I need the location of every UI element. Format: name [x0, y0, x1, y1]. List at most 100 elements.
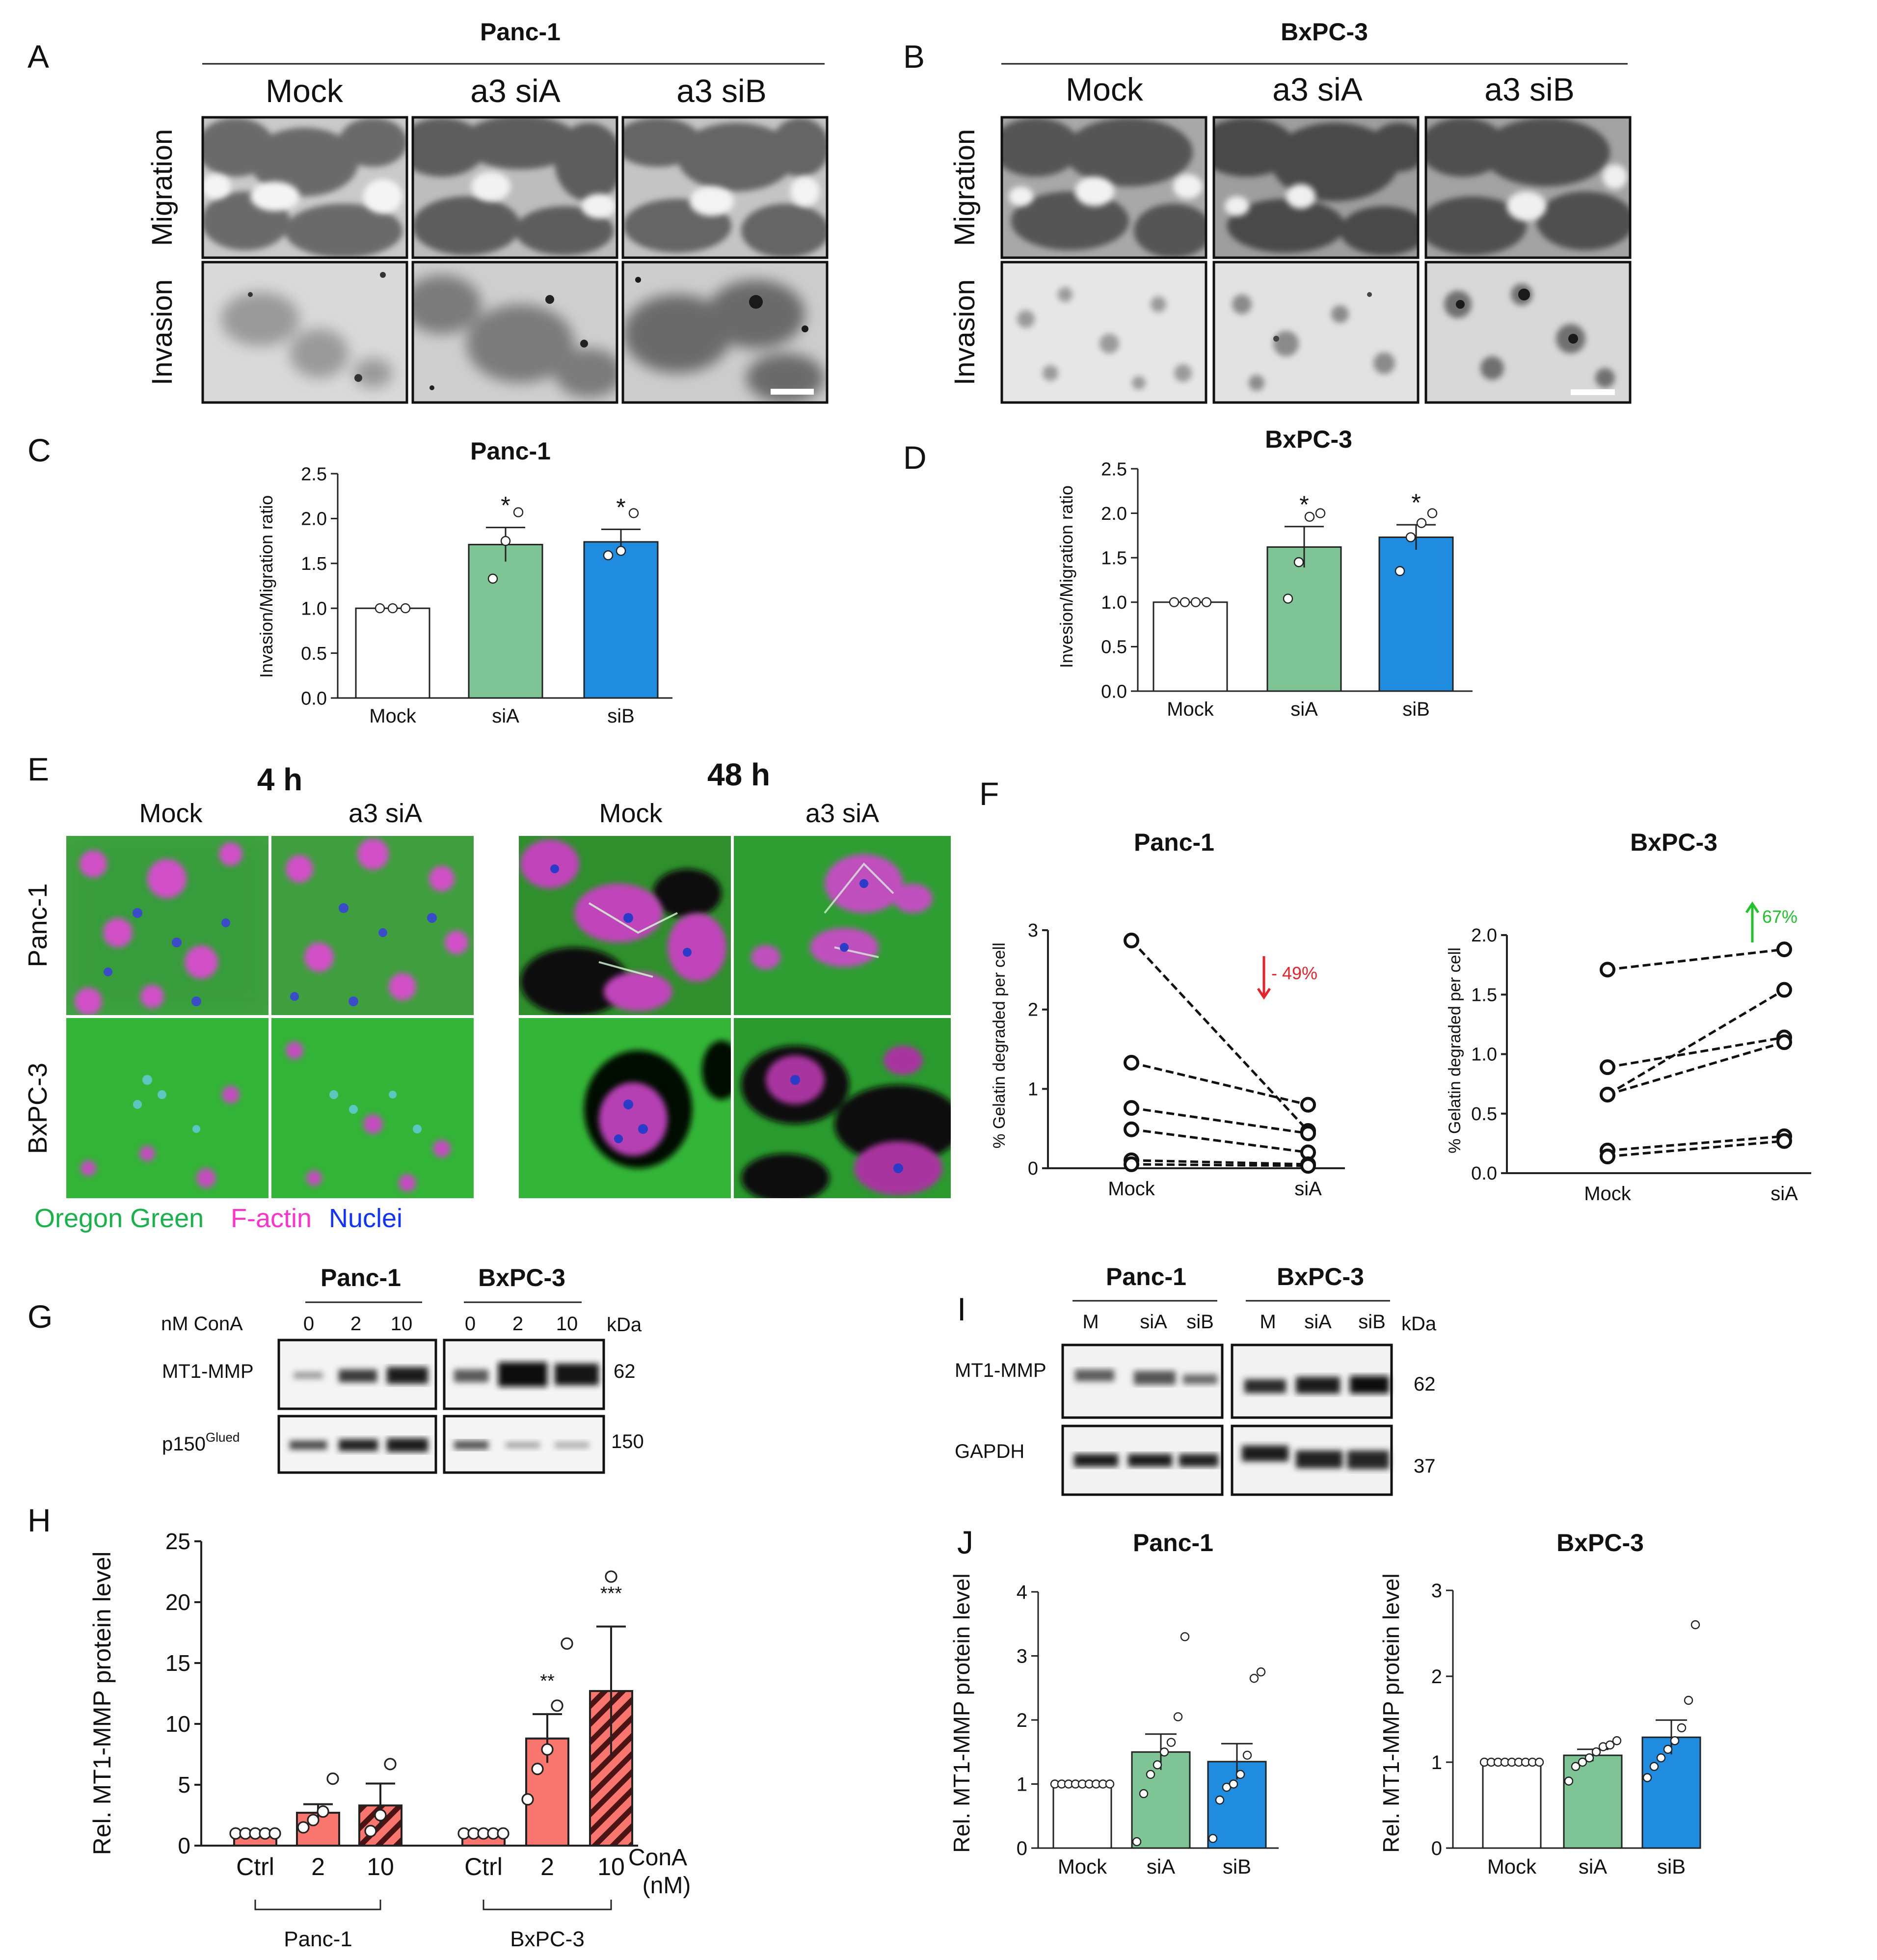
chartF2-data-point — [1776, 1034, 1792, 1050]
chartH-ytick-label: 5 — [178, 1772, 190, 1798]
panel-g-row-mt1mmp: MT1-MMP — [162, 1361, 254, 1382]
chartF1-data-point — [1124, 1156, 1139, 1172]
chart-f-bxpc3-title: BxPC-3 — [1630, 829, 1717, 856]
chartC-category-label: siA — [492, 705, 519, 727]
chartH-ytick-label: 20 — [165, 1589, 190, 1615]
chartH-data-point — [531, 1763, 544, 1775]
chartD-data-point — [1427, 508, 1438, 518]
chartF1-annotation-text: - 49% — [1271, 963, 1317, 983]
chartH-data-point — [268, 1827, 281, 1840]
panel-i-group-bxpc3: BxPC-3 — [1277, 1263, 1364, 1290]
chartC-ytick-label: 2.5 — [301, 464, 327, 484]
chartJ1-data-point — [1242, 1750, 1252, 1760]
chartJ1-bar — [1052, 1783, 1112, 1849]
panel-g-kda-62: 62 — [614, 1361, 636, 1382]
panel-e: 4 h 48 h Mock a3 siA Mock a3 siA Panc-1 … — [23, 757, 951, 1233]
chartD-data-point — [1169, 597, 1180, 608]
panel-g-dose-3: 10 — [391, 1313, 413, 1335]
chartF1-ytick-label: 1 — [1028, 1079, 1038, 1100]
chartH-data-point — [307, 1814, 320, 1826]
chartF2-ytick-label: 1.0 — [1471, 1045, 1497, 1065]
chartF2-series-line — [1607, 989, 1785, 1096]
chartH-ytick-label: 0 — [178, 1833, 190, 1858]
chartF2-data-point — [1776, 941, 1792, 958]
chartJ2-data-point — [1656, 1753, 1666, 1763]
e-bxpc3-4h-sia-image — [271, 1018, 474, 1198]
chart-j-bxpc3-ylabel: Rel. MT1-MMP protein level — [1378, 1573, 1404, 1853]
panel-g-row-p150: p150Glued — [162, 1430, 240, 1455]
panel-i-row-gapdh: GAPDH — [955, 1441, 1024, 1462]
chartF2-data-point — [1600, 1149, 1615, 1165]
panel-label-b: B — [903, 38, 925, 75]
chartJ1-data-point — [1249, 1673, 1259, 1683]
chartJ2-bar — [1563, 1754, 1623, 1849]
chart-d-title: BxPC-3 — [1265, 426, 1352, 453]
chartJ2-data-point — [1605, 1740, 1615, 1750]
chartJ1-category-label: siA — [1147, 1855, 1175, 1878]
chartD-data-point — [1304, 511, 1315, 522]
chartD-data-point — [1283, 593, 1293, 604]
chartH-data-point — [541, 1743, 554, 1756]
chartJ1-data-point — [1180, 1632, 1190, 1641]
chartD-data-point — [1315, 508, 1326, 518]
panel-e-col-mock-4h: Mock — [139, 799, 203, 828]
chartF1-data-point — [1124, 933, 1139, 949]
e-panc1-48h-sia-image — [734, 836, 951, 1015]
chart-f-bxpc3: BxPC-3 % Gelatin degraded per cell 0.0 0.… — [1446, 829, 1811, 1205]
panel-e-row-panc1: Panc-1 — [23, 883, 53, 967]
chartJ1-ytick-label: 2 — [1017, 1710, 1027, 1731]
panel-label-d: D — [903, 439, 927, 476]
chartJ2-data-point — [1663, 1745, 1673, 1754]
chartJ1-data-point — [1132, 1837, 1142, 1847]
chartF2-data-point — [1600, 1086, 1615, 1102]
chartH-data-point — [364, 1825, 377, 1837]
panel-i-blot-gapdh-bxpc3 — [1231, 1424, 1393, 1496]
chartC-data-point — [513, 507, 524, 517]
panel-e-legend-green: Oregon Green — [34, 1204, 204, 1233]
chart-h: Rel. MT1-MMP protein level ConA (nM) Pan… — [88, 1529, 691, 1951]
chartJ1-ytick-label: 4 — [1017, 1582, 1027, 1603]
panel-g-kda-150: 150 — [611, 1431, 644, 1452]
panel-g-group-bxpc3: BxPC-3 — [478, 1264, 565, 1291]
chartD-bar — [1153, 601, 1228, 692]
chartH-category-label: 2 — [311, 1853, 325, 1880]
chartJ2-ytick-label: 3 — [1431, 1580, 1442, 1602]
chartH-category-label: 10 — [597, 1853, 625, 1880]
panel-i-blot-gapdh-panc1 — [1061, 1424, 1224, 1496]
panc1-migration-sia-image — [413, 117, 617, 258]
chartF2-series-line — [1607, 1140, 1785, 1158]
chartJ2-data-point — [1677, 1723, 1687, 1733]
chartJ2-ytick-label: 0 — [1431, 1838, 1442, 1859]
panel-label-f: F — [979, 776, 999, 812]
chartH-category-label: 2 — [540, 1853, 554, 1880]
e-bxpc3-4h-mock-image — [66, 1018, 268, 1198]
chartD-data-point — [1190, 597, 1201, 608]
chartJ2-bar — [1641, 1736, 1701, 1849]
panel-g-dose-6: 10 — [556, 1313, 578, 1335]
chartD-bar — [1266, 546, 1342, 692]
bxpc3-migration-sia-image — [1214, 117, 1418, 258]
panel-g-dose-4: 0 — [465, 1313, 476, 1335]
chartC-data-point — [603, 550, 614, 561]
chartF2-series-line — [1607, 1135, 1785, 1152]
chartJ2-data-point — [1578, 1757, 1587, 1767]
chartF1-data-point — [1300, 1097, 1316, 1113]
chart-j-panc1-title: Panc-1 — [1133, 1529, 1213, 1557]
panel-g-blot-mt1mmp-bxpc3 — [443, 1339, 605, 1410]
chart-h-ylabel: Rel. MT1-MMP protein level — [88, 1552, 116, 1855]
panel-g: Panc-1 BxPC-3 nM ConA 0 2 10 0 2 10 kDa … — [161, 1264, 644, 1474]
chartC-significance: * — [616, 493, 625, 521]
chartH-data-point — [521, 1793, 534, 1806]
chartF1-ytick-label: 0 — [1028, 1158, 1038, 1179]
chartJ1-data-point — [1159, 1747, 1169, 1757]
bxpc3-migration-mock-image — [1002, 117, 1206, 258]
panel-e-col-sia-4h: a3 siA — [349, 799, 422, 828]
chartJ2-category-label: siB — [1657, 1855, 1686, 1878]
chart-h-group-panc1: Panc-1 — [284, 1927, 352, 1951]
chartD-data-point — [1405, 532, 1416, 542]
panel-e-legend-magenta: F-actin — [231, 1204, 312, 1233]
chartC-significance: * — [501, 492, 510, 519]
chartH-category-label: Ctrl — [464, 1853, 503, 1880]
chartJ1-data-point — [1105, 1779, 1115, 1789]
panc1-migration-sib-image — [623, 117, 827, 258]
